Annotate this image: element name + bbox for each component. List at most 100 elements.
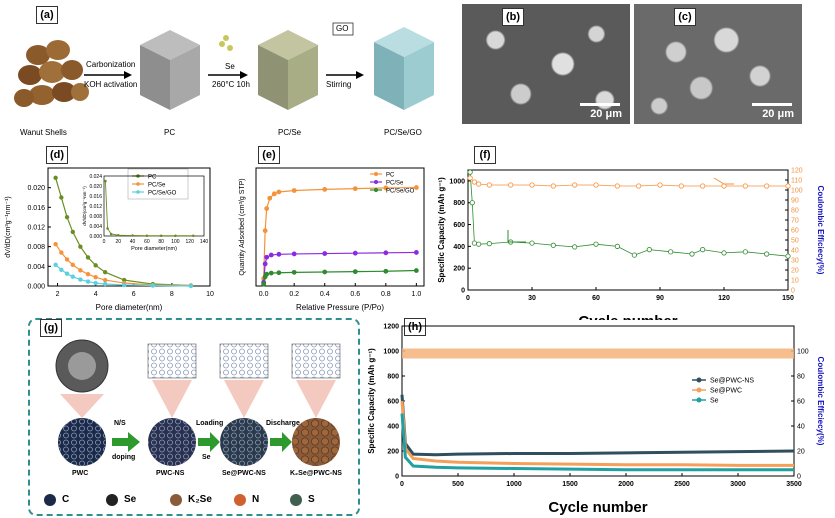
series-line-0 [263, 186, 417, 279]
x-tick-label-0: 2 [56, 291, 60, 298]
series-2-point-8 [122, 282, 127, 288]
legend-label-1: PC/Se [148, 183, 166, 189]
series-1-point-4 [78, 268, 83, 273]
plot-frame [255, 167, 425, 287]
y-axis-label: dV/dD(cm³g⁻¹nm⁻¹) [5, 196, 12, 257]
y-right-tick-label-0: 0 [791, 288, 795, 295]
pc-se-cube [258, 30, 318, 110]
y-right-tick-label-9: 90 [791, 198, 799, 205]
legend-marker-1 [374, 180, 378, 184]
legend-label-1: Se@PWC [710, 388, 742, 395]
inset-point-2 [109, 232, 113, 236]
x-tick-label-5: 1.0 [411, 291, 421, 298]
series-0-point-0 [467, 169, 473, 175]
ce-band [402, 348, 794, 359]
series-1-point-2 [264, 254, 270, 260]
x-tick-label-0: 0.0 [259, 291, 269, 298]
x-tick-label-3: 0.6 [350, 291, 360, 298]
x-tick-label-2: 6 [132, 291, 136, 298]
inset-x-tick-label-2: 40 [130, 239, 136, 245]
g-step2-top: Loading [196, 420, 224, 427]
series-0-point-5 [276, 189, 282, 195]
series-1-point-9 [614, 183, 620, 189]
series-1-point-6 [322, 251, 328, 256]
panel-label-e: (e) [258, 146, 280, 164]
series-2-point-3 [268, 270, 274, 276]
inset-x-tick-label-4: 80 [158, 239, 164, 245]
series-2-point-2 [64, 271, 70, 276]
series-0-point-4 [486, 241, 492, 247]
legend-marker-2 [136, 190, 140, 194]
se-particles-icon [219, 35, 233, 51]
series-0-point-6 [529, 240, 535, 246]
y-right-tick-label-1: 20 [797, 449, 805, 456]
g-step2-bottom: Se [202, 454, 211, 461]
series-1-point-1 [262, 261, 268, 267]
step3-top-label: GO [336, 24, 349, 33]
y-tick-label-2: 400 [387, 424, 399, 431]
series-line-0 [400, 394, 795, 457]
series-line-1 [263, 251, 417, 283]
x-tick-label-5: 2500 [674, 481, 690, 488]
series-1-point-1 [471, 179, 478, 185]
scale-label-c: 20 μm [762, 108, 794, 120]
legend-label-0: PC [148, 175, 157, 181]
y-axis-label: Specific Capacity (mAh g⁻¹) [437, 177, 446, 283]
series-1-point-13 [700, 183, 706, 189]
series-2-point-6 [93, 280, 98, 286]
y-tick-label-5: 1000 [383, 349, 399, 356]
y-tick-label-5: 0.020 [27, 185, 45, 192]
series-1-point-3 [486, 182, 492, 188]
arrow-discharge-icon [270, 432, 292, 452]
series-2-point-6 [322, 269, 328, 275]
step2-bottom-label: 260°C 10h [212, 80, 250, 89]
series-0-point-3 [476, 241, 482, 247]
x-tick-label-2: 1000 [506, 481, 522, 488]
y-tick-label-6: 1200 [383, 324, 399, 331]
arrow-doping-icon [112, 432, 140, 452]
series-0-point-5 [85, 255, 91, 260]
step1-bottom-label: KOH activation [84, 80, 138, 89]
caption-pc: PC [164, 128, 176, 137]
series-2-point-7 [102, 281, 108, 287]
legend-marker-2 [696, 397, 702, 403]
y-tick-label-3: 0.012 [27, 225, 45, 232]
series-0-point-9 [593, 241, 599, 247]
inset-y-tick-label-3: 0.012 [89, 204, 102, 210]
graphene-sheet-3 [291, 343, 341, 379]
series-1-point-7 [352, 250, 358, 256]
x-tick-label-3: 1500 [562, 481, 578, 488]
arrow-loading-icon [198, 432, 220, 452]
panel-label-h: (h) [404, 318, 426, 336]
g-legend-c: C [62, 494, 70, 505]
plot-frame [467, 169, 789, 291]
scale-bar-b [580, 103, 620, 106]
caption-pc-se-go: PC/Se/GO [384, 128, 422, 137]
g-legend-se: Se [124, 494, 137, 505]
series-0-point-4 [271, 191, 277, 197]
series-0-point-14 [689, 251, 695, 257]
series-0-point-18 [764, 251, 770, 257]
series-1-point-1 [59, 250, 64, 255]
y-right-tick-label-3: 30 [791, 258, 799, 265]
y-right-tick-label-5: 50 [791, 238, 799, 245]
series-line-2 [263, 269, 417, 285]
y-right-tick-label-8: 80 [791, 208, 799, 215]
series-2-point-7 [352, 269, 358, 275]
schematic-g [44, 339, 341, 506]
inset-x-tick-label-0: 0 [103, 239, 106, 245]
y-tick-label-4: 800 [387, 374, 399, 381]
inset-x-tick-label-7: 140 [200, 239, 209, 245]
series-1-point-12 [678, 183, 684, 189]
series-2-point-0 [53, 262, 58, 268]
y-right-tick-label-10: 100 [791, 188, 803, 195]
y-right-tick-label-7: 70 [791, 218, 799, 225]
panel-label-a: (a) [36, 6, 58, 24]
y-tick-label-4: 0.016 [27, 205, 45, 212]
y-right-tick-label-2: 20 [791, 268, 799, 275]
series-1-point-7 [102, 277, 108, 283]
series-1-point-2 [476, 181, 482, 187]
series-2-point-5 [85, 279, 91, 284]
series-1-point-11 [657, 182, 663, 188]
x-tick-label-4: 120 [718, 295, 730, 302]
